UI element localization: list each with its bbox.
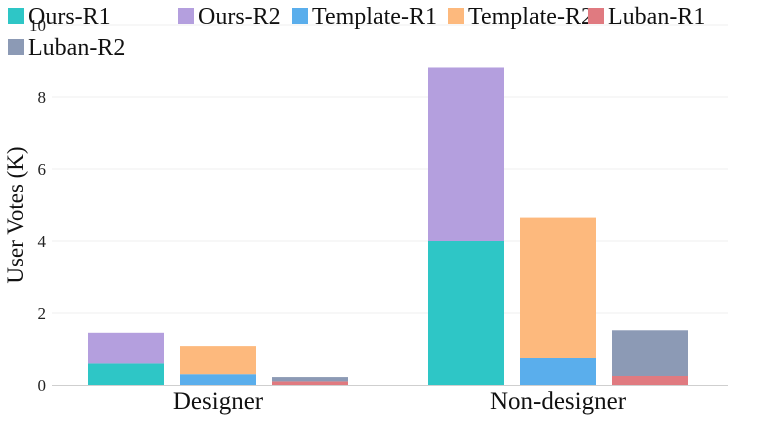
y-tick-label: 10 [29,16,46,35]
legend-label: Ours-R2 [198,4,281,30]
legend-label: Ours-R1 [28,4,111,30]
bar-luban-r2-designer [272,377,348,382]
legend-label: Luban-R1 [608,4,705,30]
y-tick-label: 0 [38,376,47,395]
legend-swatch-template-r1 [292,8,308,24]
legend-swatch-ours-r1 [8,8,24,24]
legend-label: Luban-R2 [28,35,125,61]
legend-swatch-ours-r2 [178,8,194,24]
legend-swatch-luban-r1 [588,8,604,24]
y-tick-label: 8 [38,88,47,107]
legend-swatch-luban-r2 [8,39,24,55]
y-tick-label: 4 [38,232,47,251]
bar-ours-r1-non-designer [428,241,504,385]
category-label: Designer [173,388,264,415]
bar-luban-r1-designer [272,381,348,385]
bar-ours-r2-non-designer [428,67,504,241]
legend-label: Template-R1 [312,4,437,30]
bar-template-r2-designer [180,346,256,375]
y-tick-labels: 0 2 4 6 8 10 [29,16,47,395]
y-tick-label: 6 [38,160,47,179]
category-labels: Designer Non-designer [173,388,627,415]
bar-ours-r2-designer [88,332,164,364]
bar-luban-r1-non-designer [612,376,688,385]
bar-luban-r2-non-designer [612,330,688,376]
bar-template-r2-non-designer [520,217,596,358]
bar-template-r1-non-designer [520,358,596,385]
bar-template-r1-designer [180,374,256,385]
y-axis-title: User Votes (K) [3,146,28,283]
legend-label: Template-R2 [468,4,593,30]
gridlines [52,24,728,314]
y-tick-label: 2 [38,304,47,323]
bars [88,67,688,385]
legend: Ours-R1 Ours-R2 Template-R1 Template-R2 Luba… [8,4,705,61]
category-label: Non-designer [490,388,627,415]
legend-swatch-template-r2 [448,8,464,24]
bar-ours-r1-designer [88,363,164,385]
